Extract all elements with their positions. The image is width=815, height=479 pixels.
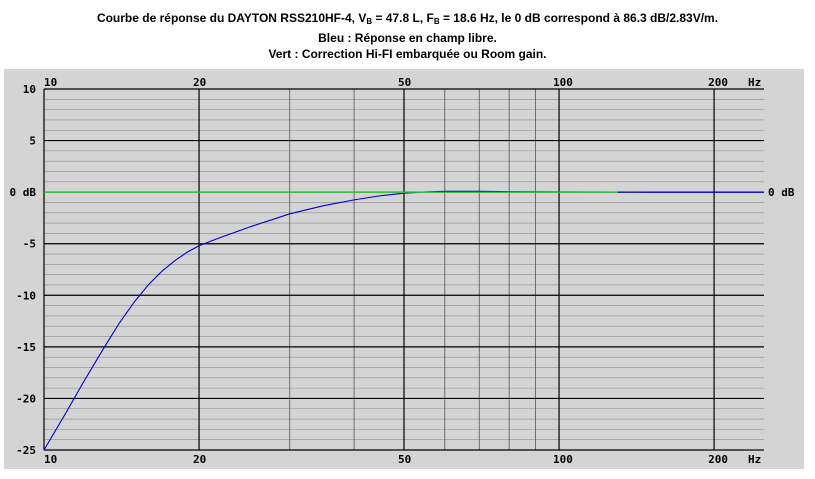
y-tick-label: 0 dB	[10, 186, 37, 199]
x-tick-label-top: 100	[553, 76, 573, 89]
x-tick-label-bottom: 200	[708, 453, 728, 466]
y-tick-label: 5	[29, 135, 36, 148]
x-tick-label-top: 200	[708, 76, 728, 89]
title-line-3: Vert : Correction Hi-FI embarquée ou Roo…	[268, 47, 547, 61]
x-tick-label-bottom: 10	[44, 453, 57, 466]
y-tick-label: -20	[16, 392, 36, 405]
y-right-label: 0 dB	[768, 186, 795, 199]
x-unit-label-bottom: Hz	[748, 453, 761, 466]
vb-subscript: B	[366, 17, 373, 26]
y-tick-label: -10	[16, 289, 36, 302]
x-unit-label-top: Hz	[748, 76, 761, 89]
chart-title: Courbe de réponse du DAYTON RSS210HF-4, …	[0, 10, 815, 62]
y-tick-label: -25	[16, 444, 36, 457]
title-line-1: Courbe de réponse du DAYTON RSS210HF-4, …	[0, 10, 815, 30]
y-tick-label: -15	[16, 341, 36, 354]
fb-subscript: B	[433, 17, 440, 26]
title-line-1-suffix: = 18.6 Hz, le 0 dB correspond à 86.3 dB/…	[439, 11, 719, 25]
curves	[43, 190, 764, 451]
x-tick-label-bottom: 20	[193, 453, 206, 466]
x-tick-label-bottom: 50	[398, 453, 411, 466]
axis-labels: 10 10 20 20 50 50 100 100 200 200 Hz Hz 10 5 0 dB -5 -10…	[10, 76, 795, 466]
title-vb-value: = 47.8 L, F	[372, 11, 434, 25]
y-tick-label: -5	[23, 238, 36, 251]
x-tick-label-top: 10	[44, 76, 57, 89]
x-tick-label-top: 50	[398, 76, 411, 89]
title-line-2: Bleu : Réponse en champ libre.	[318, 31, 497, 45]
title-line-1-prefix: Courbe de réponse du DAYTON RSS210HF-4, …	[96, 11, 367, 25]
major-gridlines	[43, 88, 764, 451]
y-tick-label: 10	[23, 83, 36, 96]
x-tick-label-top: 20	[193, 76, 206, 89]
x-tick-label-bottom: 100	[553, 453, 573, 466]
